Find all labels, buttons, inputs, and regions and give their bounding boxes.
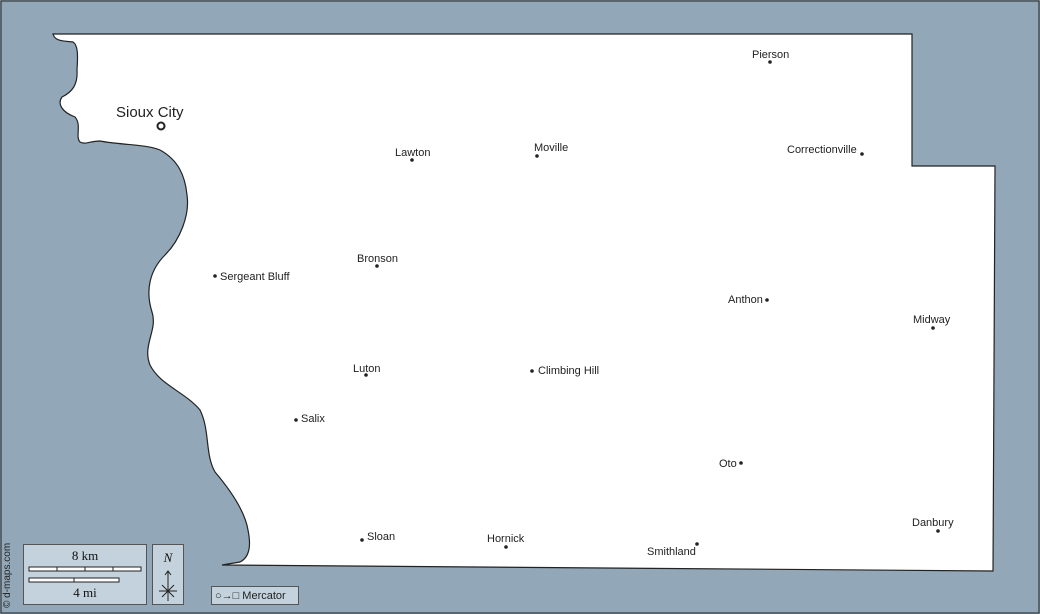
city-label: Pierson [752, 49, 789, 61]
projection-label: Mercator [242, 589, 286, 602]
city-salix: Salix [294, 413, 325, 425]
county-land [52, 33, 996, 572]
city-dot-icon [410, 158, 414, 162]
city-midway: Midway [913, 314, 951, 330]
city-label: Salix [301, 413, 325, 425]
city-dot-icon [936, 529, 940, 533]
city-dot-icon [213, 274, 217, 278]
city-oto: Oto [719, 458, 743, 470]
city-label: Luton [353, 363, 381, 375]
city-correctionville: Correctionville [787, 144, 864, 156]
city-dot-icon [294, 418, 298, 422]
city-dot-icon [504, 545, 508, 549]
scale-bar: 8 km 4 mi [23, 544, 147, 605]
city-bronson: Bronson [357, 253, 398, 268]
city-label: Sloan [367, 531, 395, 543]
city-dot-icon [364, 373, 368, 377]
city-dot-icon [931, 326, 935, 330]
city-dot-icon [375, 264, 379, 268]
city-label: Sergeant Bluff [220, 271, 290, 283]
city-dot-icon [535, 154, 539, 158]
city-dot-icon [860, 152, 864, 156]
city-label: Moville [534, 142, 568, 154]
city-danbury: Danbury [912, 517, 954, 533]
north-arrow-icon [159, 570, 177, 601]
city-pierson: Pierson [752, 49, 789, 64]
scale-km-label: 8 km [71, 548, 99, 563]
projection-box: ○→□ Mercator [211, 586, 299, 605]
scale-mi-label: 4 mi [73, 585, 97, 600]
city-label: Midway [913, 314, 951, 326]
city-dot-icon [695, 542, 699, 546]
city-label: Correctionville [787, 144, 857, 156]
city-label: Hornick [487, 533, 525, 545]
city-label: Smithland [647, 546, 696, 558]
city-dot-icon [739, 461, 743, 465]
circle-city-marker [156, 121, 166, 131]
city-smithland: Smithland [647, 542, 699, 558]
city-luton: Luton [353, 363, 381, 377]
city-dot-icon [530, 369, 534, 373]
city-moville: Moville [534, 142, 568, 158]
compass: N [152, 544, 184, 605]
city-dot-icon [360, 538, 364, 542]
city-label: Climbing Hill [538, 365, 599, 377]
circle-to-square-icon: ○→□ [215, 589, 240, 602]
city-hornick: Hornick [487, 533, 525, 549]
city-label: Bronson [357, 253, 398, 265]
city-label: Anthon [728, 294, 763, 306]
city-label: Sioux City [116, 104, 184, 121]
city-climbing-hill: Climbing Hill [530, 365, 599, 377]
city-label: Danbury [912, 517, 954, 529]
city-sergeant-bluff: Sergeant Bluff [213, 271, 290, 283]
city-anthon: Anthon [728, 294, 769, 306]
city-dot-icon [765, 298, 769, 302]
city-label: Oto [719, 458, 737, 470]
city-sioux-city: Sioux City [116, 104, 184, 131]
compass-label: N [163, 550, 173, 565]
copyright-credit: © d-maps.com [2, 542, 13, 608]
city-sloan: Sloan [360, 531, 395, 543]
city-dot-icon [768, 60, 772, 64]
city-lawton: Lawton [395, 147, 430, 162]
city-label: Lawton [395, 147, 430, 159]
